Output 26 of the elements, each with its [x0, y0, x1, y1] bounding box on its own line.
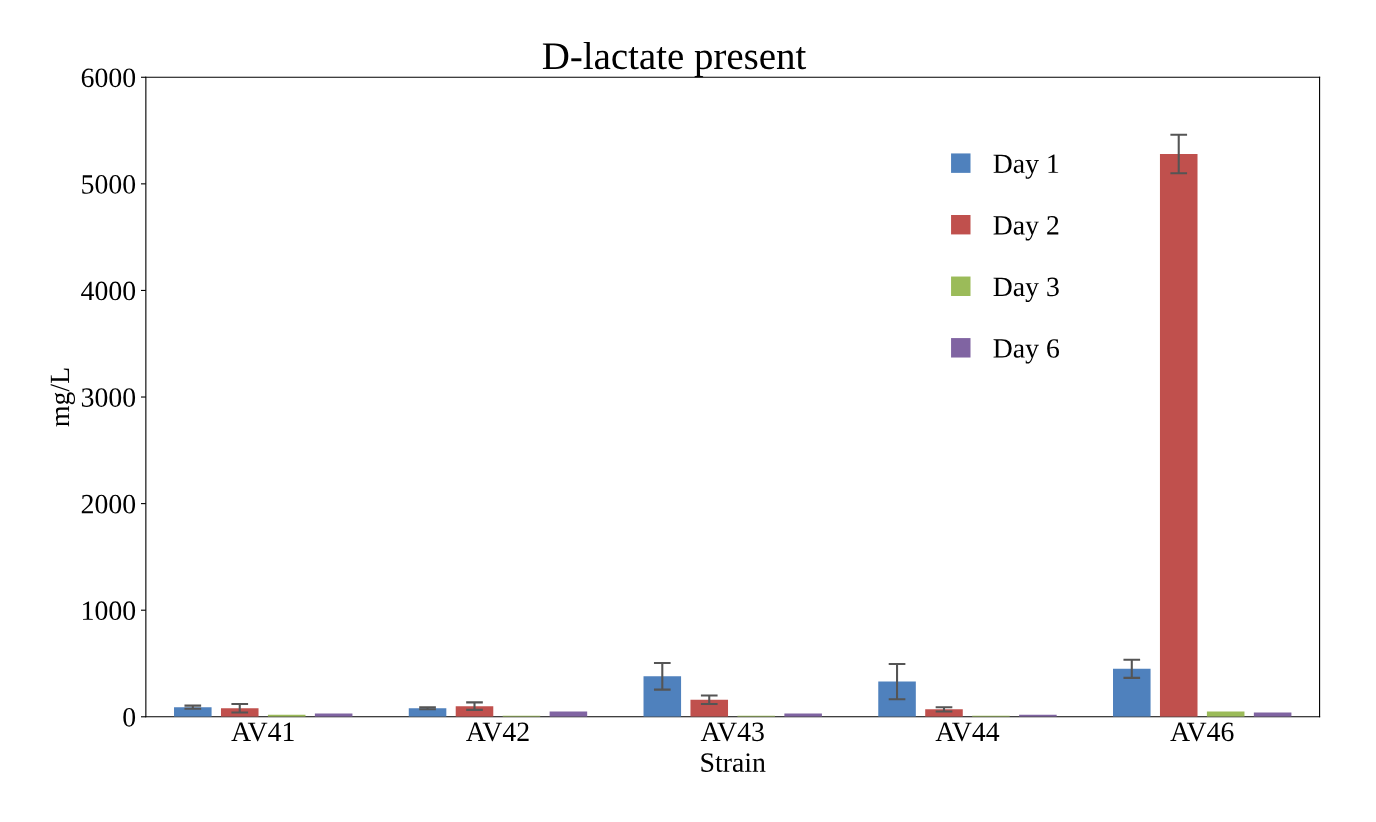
legend-label: Day 6 [993, 339, 1060, 364]
x-tick-label: AV43 [700, 722, 764, 742]
x-tick-label: AV44 [935, 722, 1000, 742]
bar [1159, 154, 1198, 717]
y-tick-label: 6000 [81, 68, 136, 88]
y-tick-label: 2000 [81, 494, 136, 514]
y-tick-label: 0 [123, 707, 136, 727]
x-tick-label: AV41 [231, 722, 294, 742]
legend-label: Day 2 [993, 216, 1059, 241]
y-tick-label: 3000 [81, 388, 136, 407]
legend-label: Day 1 [993, 154, 1059, 179]
bar [690, 699, 729, 717]
bar [878, 681, 916, 717]
y-axis-title: mg/L [50, 368, 76, 427]
bar [1206, 711, 1245, 717]
y-tick-label: 1000 [83, 601, 136, 621]
y-tick-label: 5000 [82, 175, 136, 194]
x-tick-label: AV42 [466, 722, 529, 742]
x-axis-title: Strain [701, 753, 766, 772]
x-tick-label: AV46 [1170, 722, 1234, 742]
chart-title: D-lactate present [542, 41, 807, 78]
y-tick-label: 4000 [81, 281, 136, 301]
bar [549, 711, 588, 717]
legend-label: Day 3 [993, 277, 1059, 302]
bar [1113, 668, 1151, 717]
bar [643, 676, 682, 717]
